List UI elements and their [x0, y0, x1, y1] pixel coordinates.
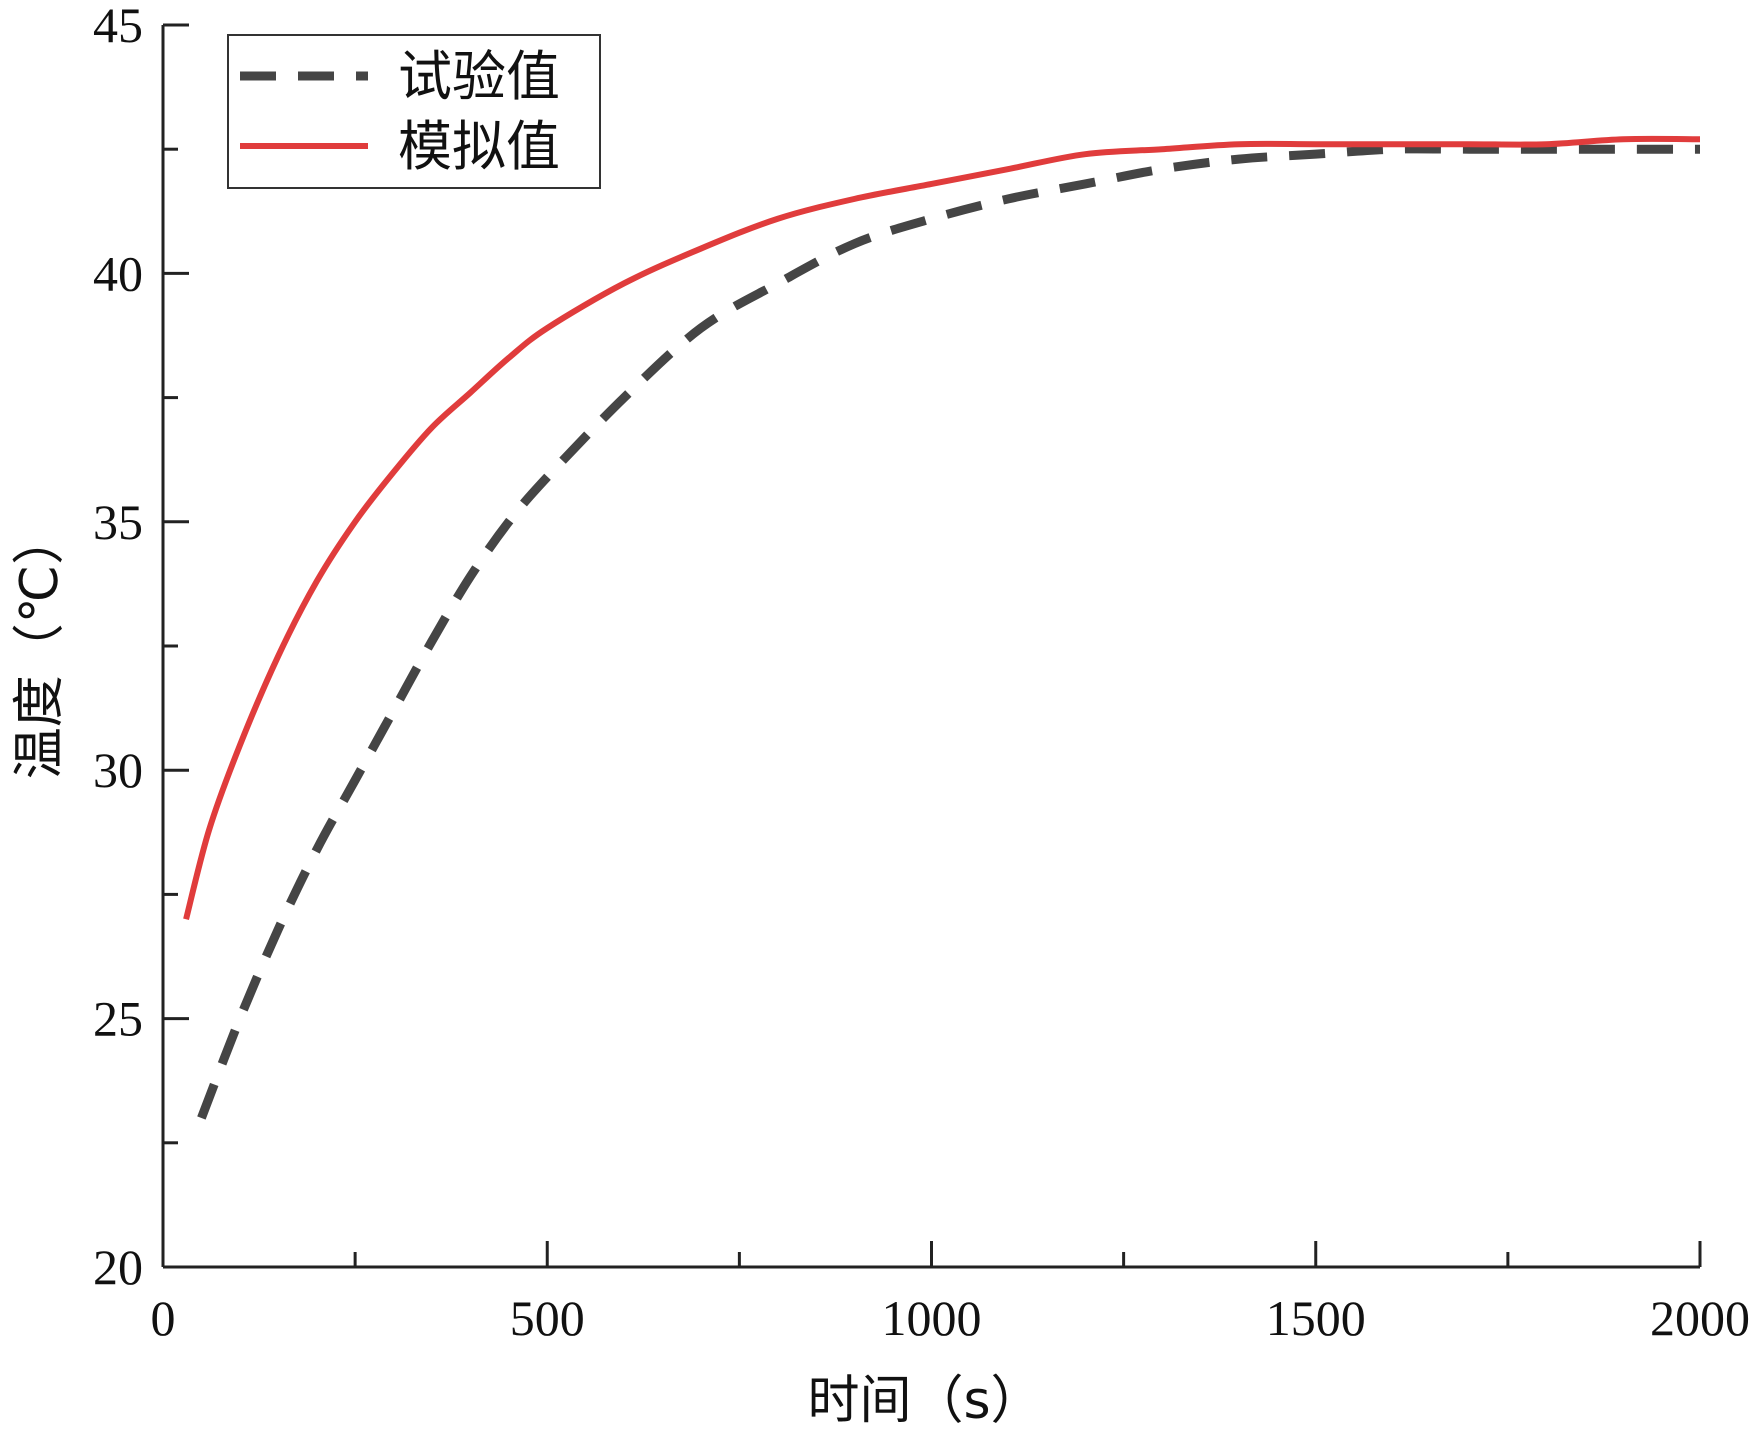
y-axis-title: 温度（℃） — [10, 513, 70, 779]
y-tick-label: 25 — [93, 991, 143, 1047]
x-tick-label: 0 — [151, 1290, 176, 1346]
legend-box — [227, 34, 601, 189]
ticks: 0 500 1000 1500 2000 20 25 30 35 40 45 — [93, 0, 1750, 1346]
legend-label-1: 试验值 — [398, 45, 560, 108]
series-layer — [183, 135, 1701, 1120]
y-tick-label: 30 — [93, 742, 143, 798]
x-tick-label: 2000 — [1650, 1290, 1750, 1346]
y-tick-label: 45 — [93, 0, 143, 53]
x-tick-label: 1000 — [882, 1290, 982, 1346]
x-axis-title: 时间（s） — [807, 1371, 1042, 1431]
y-tick-label: 35 — [93, 494, 143, 550]
legend-label-2: 模拟值 — [398, 115, 560, 178]
y-tick-label: 20 — [93, 1239, 143, 1295]
x-tick-label: 1500 — [1266, 1290, 1366, 1346]
axes — [161, 25, 1700, 1269]
series-line-2 — [183, 135, 1701, 920]
x-tick-label: 500 — [510, 1290, 585, 1346]
y-tick-label: 40 — [93, 245, 143, 301]
series-line-1 — [197, 144, 1700, 1120]
